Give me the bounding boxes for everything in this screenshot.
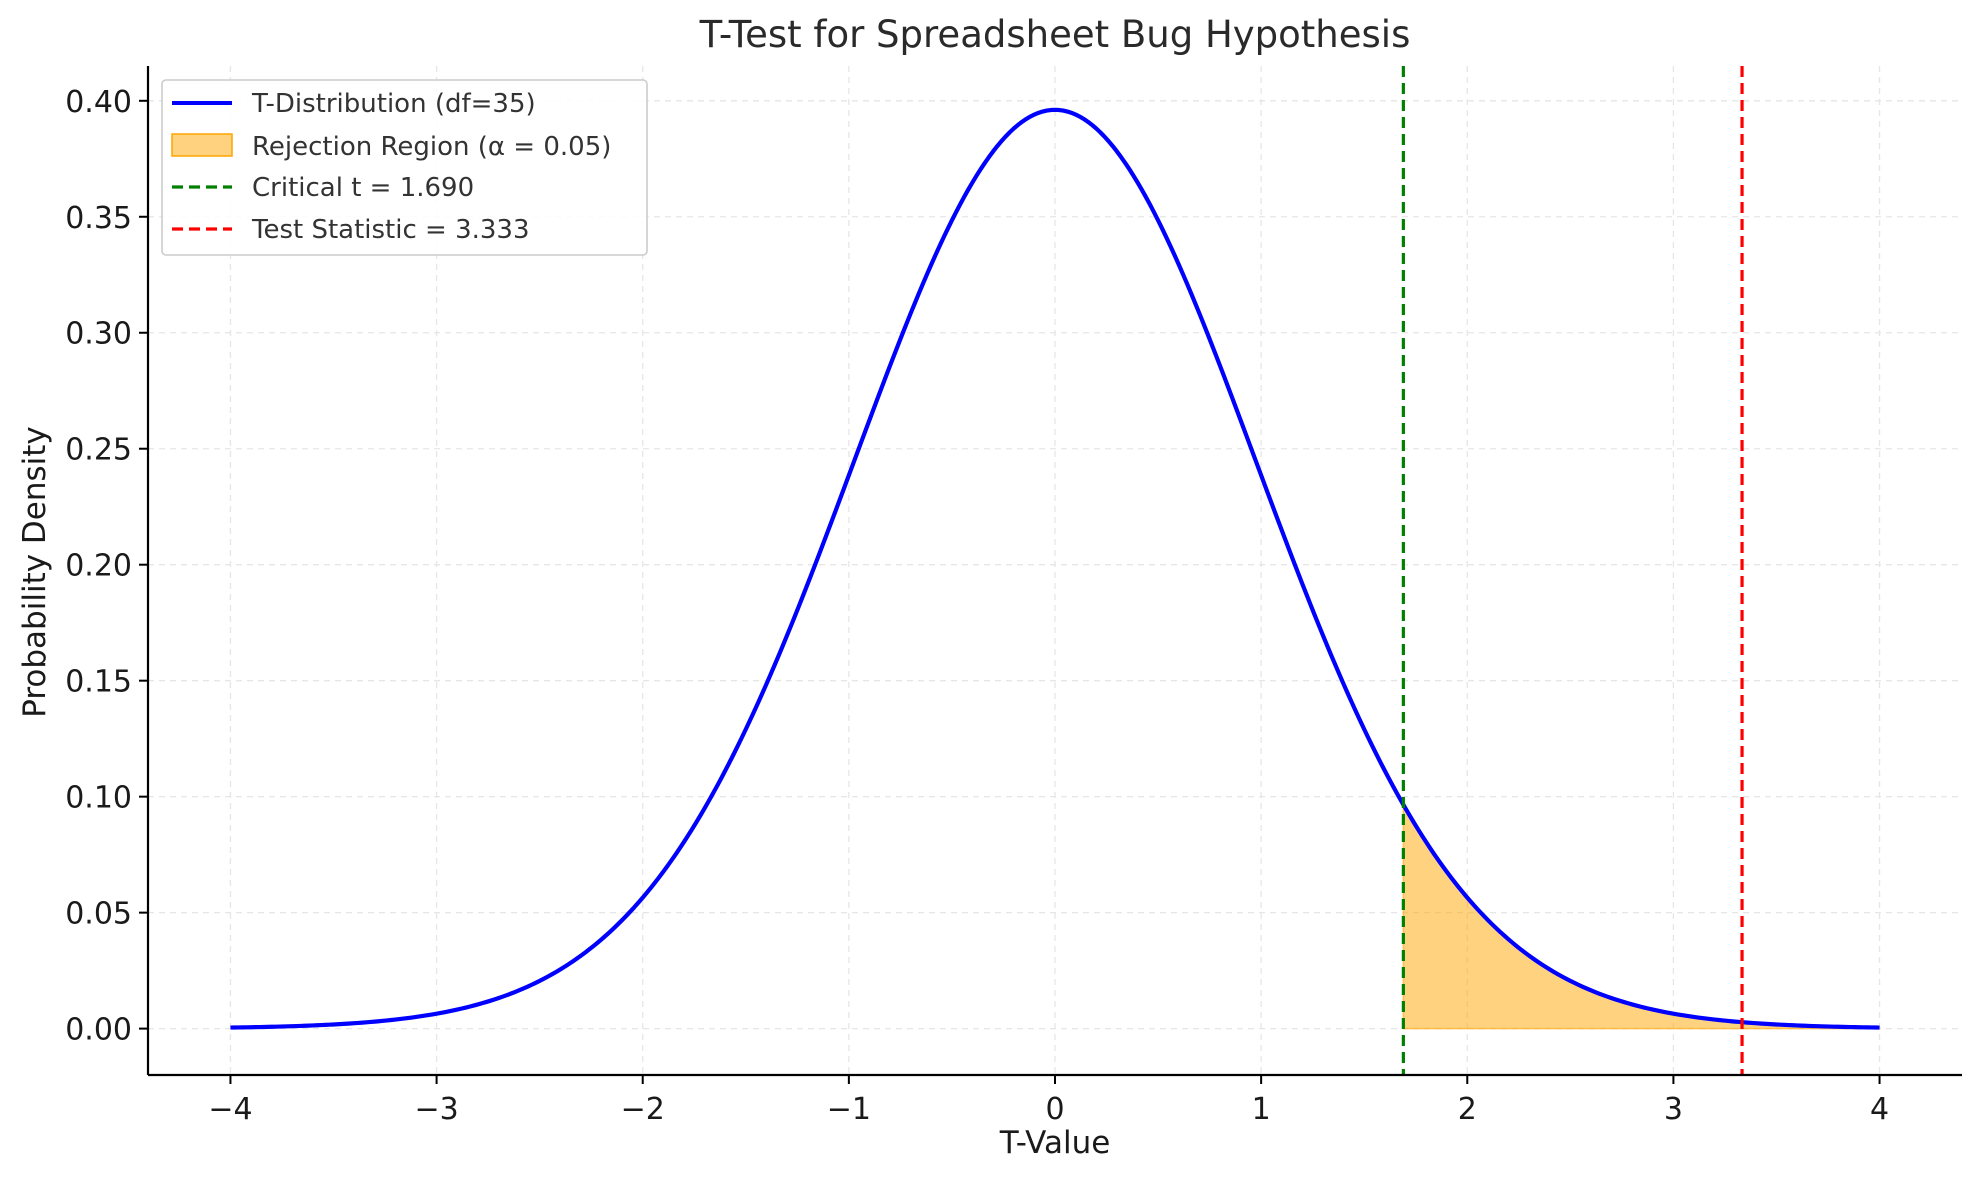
y-ticks: 0.00 0.05 0.10 0.15 0.20 0.25 0.30 0.35 0.40 [65,85,148,1048]
legend-label-test-statistic: Test Statistic = 3.333 [251,215,530,245]
y-axis-label: Probability Density [17,426,53,718]
x-tick-label: −4 [208,1092,252,1127]
legend-box [161,79,648,256]
reference-lines [1401,66,1744,1075]
x-tick-label: −3 [414,1092,458,1127]
rejection-region-fill [1402,801,1881,1030]
legend-label-critical: Critical t = 1.690 [252,173,474,203]
chart-title: T-Test for Spreadsheet Bug Hypothesis [699,13,1411,56]
x-axis-label: T-Value [999,1125,1111,1161]
y-tick-label: 0.35 [65,201,132,236]
y-tick-label: 0.30 [65,317,132,352]
distribution-curve [230,107,1880,1030]
rejection-region-area [1402,801,1881,1030]
y-tick-label: 0.05 [65,897,132,932]
legend-label-rejection-region: Rejection Region (α = 0.05) [252,132,611,162]
x-tick-label: 3 [1664,1092,1683,1127]
x-tick-label: 4 [1870,1092,1889,1127]
x-tick-label: 0 [1045,1092,1064,1127]
legend-label-distribution: T-Distribution (df=35) [251,89,536,119]
y-tick-label: 0.10 [65,781,132,816]
x-tick-label: 1 [1252,1092,1271,1127]
distribution-curve-layer [230,107,1880,1030]
x-tick-label: −1 [827,1092,871,1127]
legend-swatch-rejection-region [171,133,233,157]
x-tick-label: −2 [621,1092,665,1127]
x-ticks: −4 −3 −2 −1 0 1 2 3 4 [208,1075,1889,1127]
legend: T-Distribution (df=35) Rejection Region … [161,79,648,256]
x-tick-label: 2 [1458,1092,1477,1127]
y-tick-label: 0.15 [65,665,132,700]
y-tick-label: 0.40 [65,85,132,120]
y-tick-label: 0.00 [65,1013,132,1048]
y-tick-label: 0.25 [65,433,132,468]
y-tick-label: 0.20 [65,549,132,584]
